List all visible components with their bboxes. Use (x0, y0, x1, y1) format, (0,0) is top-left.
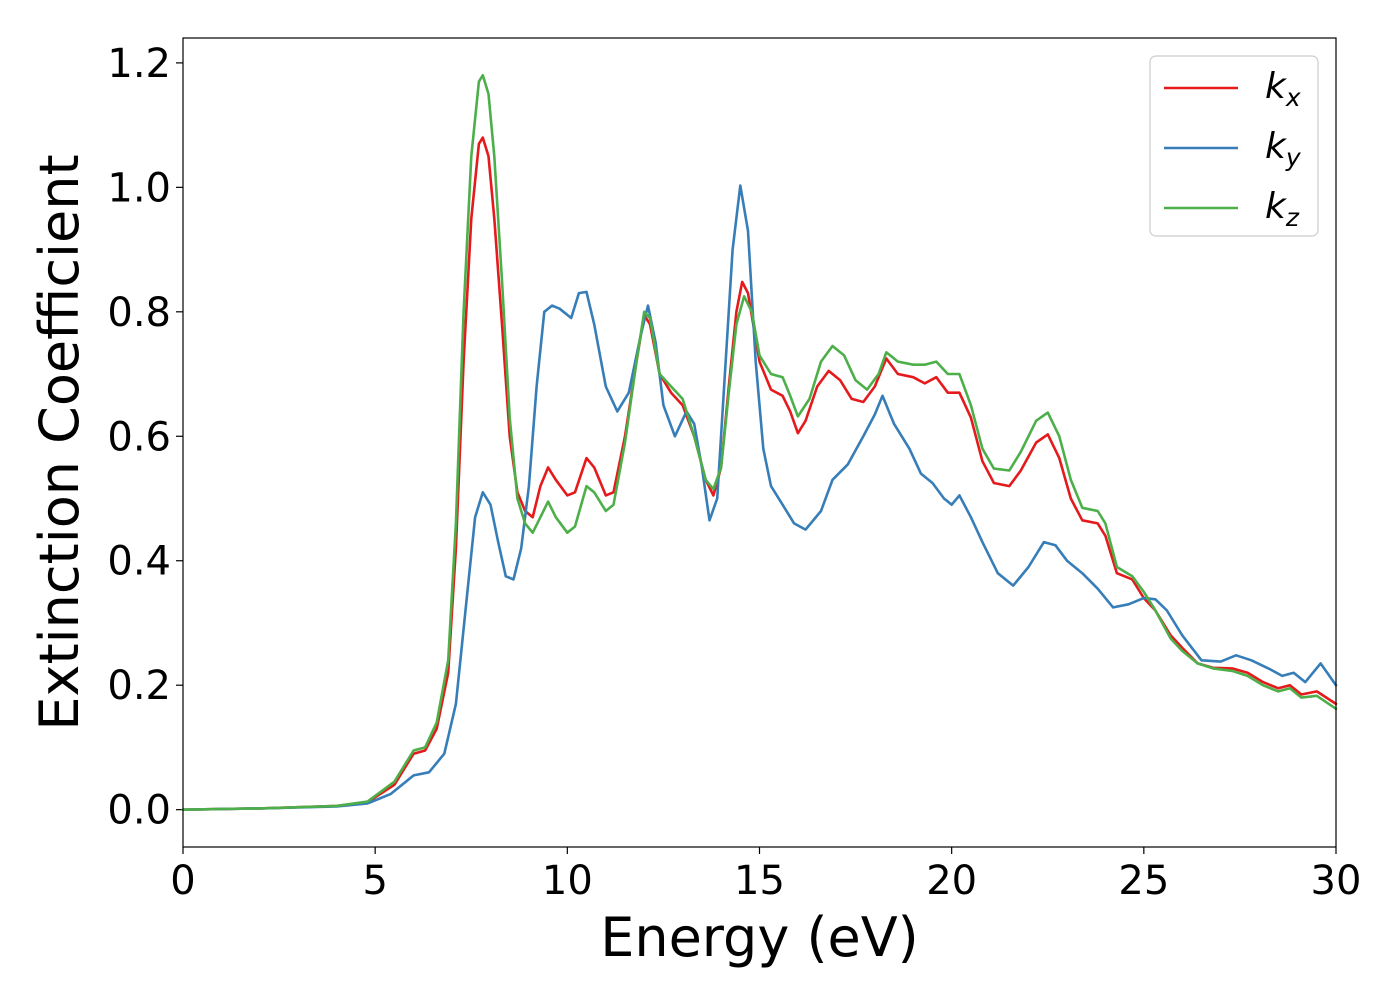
x-tick-label: 20 (926, 858, 977, 904)
y-tick-label: 1.2 (107, 41, 171, 87)
y-tick-label: 0.2 (107, 663, 171, 709)
legend-label-ky: ky (1265, 126, 1302, 172)
plot-frame (182, 37, 1337, 848)
legend-label-kx: kx (1265, 66, 1301, 112)
y-tick-label: 0.8 (107, 290, 171, 336)
series-line-kx (181, 136, 1338, 811)
series-line-ky (181, 184, 1338, 811)
x-tick-label: 25 (1118, 858, 1169, 904)
legend: kx ky kz (1149, 55, 1319, 237)
y-tick-label: 0.6 (107, 414, 171, 460)
x-tick-label: 0 (170, 858, 195, 904)
y-tick-label: 0.0 (107, 788, 171, 834)
legend-frame (1149, 55, 1319, 237)
x-tick-label: 10 (542, 858, 593, 904)
x-axis-label: Energy (eV) (600, 906, 919, 969)
tick-layer: 0 5 10 15 20 25 30 0.0 0.2 0.4 0.6 0.8 1.0 1.2 (107, 41, 1361, 904)
x-tick-label: 30 (1311, 858, 1362, 904)
x-tick-label: 15 (734, 858, 785, 904)
legend-label-kz: kz (1265, 186, 1300, 232)
y-axis-label: Extinction Coefficient (28, 154, 91, 730)
x-tick-label: 5 (362, 858, 387, 904)
series-line-kz (181, 74, 1338, 811)
y-tick-label: 1.0 (107, 165, 171, 211)
series-layer (181, 74, 1338, 811)
y-tick-label: 0.4 (107, 539, 171, 585)
